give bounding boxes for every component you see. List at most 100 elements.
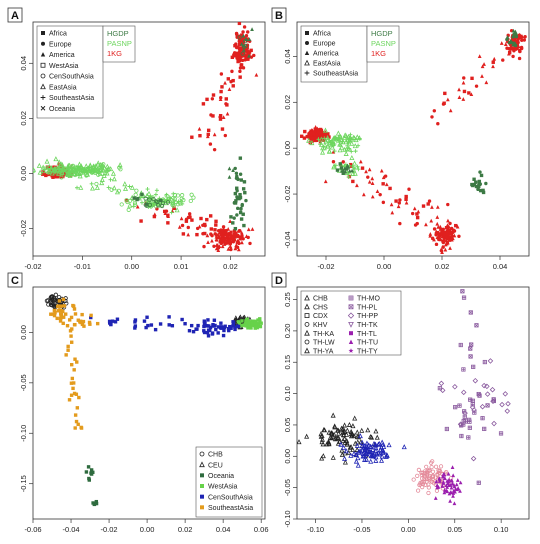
data-point bbox=[239, 207, 243, 211]
data-point bbox=[84, 470, 89, 474]
data-point bbox=[79, 320, 83, 325]
data-point bbox=[352, 160, 358, 166]
data-point bbox=[321, 426, 327, 433]
data-point bbox=[420, 476, 425, 481]
data-point bbox=[469, 92, 474, 97]
y-tick-label: -0.05 bbox=[19, 374, 28, 391]
data-point bbox=[220, 228, 224, 233]
data-point bbox=[160, 200, 166, 205]
data-point bbox=[53, 156, 59, 162]
data-point bbox=[56, 165, 62, 171]
data-point bbox=[429, 479, 434, 484]
legend-marker bbox=[200, 505, 204, 510]
legend-marker bbox=[40, 105, 46, 111]
data-point bbox=[432, 237, 436, 242]
legend-label: America bbox=[313, 51, 339, 58]
data-point bbox=[59, 313, 63, 317]
data-point bbox=[484, 383, 490, 390]
data-point bbox=[381, 182, 385, 186]
data-point bbox=[236, 176, 241, 181]
data-point bbox=[388, 186, 392, 191]
data-point bbox=[444, 469, 449, 475]
data-point bbox=[247, 37, 252, 42]
data-point bbox=[427, 199, 432, 203]
data-point bbox=[411, 477, 416, 482]
data-point bbox=[224, 97, 228, 101]
panel-label: B bbox=[271, 7, 287, 23]
legend-label: 1KG bbox=[371, 49, 386, 58]
legend-label: PASNP bbox=[371, 39, 396, 48]
data-point bbox=[188, 198, 193, 204]
data-point bbox=[354, 446, 360, 452]
data-point bbox=[206, 334, 211, 338]
data-point bbox=[237, 196, 241, 201]
data-point bbox=[245, 37, 250, 41]
data-point bbox=[379, 447, 385, 453]
legend-label: America bbox=[49, 52, 75, 59]
data-point bbox=[360, 450, 366, 457]
data-point bbox=[232, 216, 236, 220]
data-point bbox=[51, 174, 55, 179]
data-point bbox=[477, 54, 482, 58]
data-point bbox=[484, 391, 491, 397]
data-point bbox=[41, 168, 47, 174]
x-tick-label: 0.01 bbox=[174, 262, 189, 271]
data-point bbox=[189, 323, 194, 328]
data-point bbox=[179, 216, 184, 221]
data-point bbox=[511, 28, 516, 33]
data-points bbox=[44, 292, 263, 507]
axis-ticks: -0.10 -0.05 0.00 0.05 0.10 -0.10 -0.05 0.00 0.05… bbox=[283, 292, 508, 534]
data-point bbox=[214, 223, 218, 227]
data-point bbox=[349, 154, 355, 161]
data-point bbox=[99, 180, 105, 186]
data-point bbox=[319, 455, 325, 461]
data-point bbox=[467, 419, 472, 424]
data-point bbox=[520, 38, 524, 42]
data-point bbox=[356, 449, 362, 455]
data-point bbox=[481, 382, 487, 389]
data-point bbox=[72, 368, 76, 372]
x-tick-label: 0.05 bbox=[447, 525, 462, 534]
data-point bbox=[360, 166, 365, 170]
data-point bbox=[446, 218, 450, 223]
data-point bbox=[336, 430, 342, 436]
data-point bbox=[461, 80, 466, 85]
data-point bbox=[240, 240, 244, 245]
data-point bbox=[518, 49, 522, 54]
data-point bbox=[239, 217, 244, 221]
data-point bbox=[205, 134, 210, 139]
data-point bbox=[205, 97, 209, 102]
legend-marker bbox=[348, 295, 354, 301]
data-point bbox=[343, 133, 349, 139]
data-point bbox=[114, 189, 120, 195]
panel-label-box bbox=[7, 7, 23, 23]
data-point bbox=[243, 190, 247, 195]
data-point bbox=[153, 192, 158, 197]
data-point bbox=[449, 490, 453, 494]
data-point bbox=[453, 489, 457, 494]
data-point bbox=[189, 192, 194, 197]
data-point bbox=[407, 187, 411, 191]
data-point bbox=[206, 318, 210, 322]
data-point bbox=[147, 197, 152, 202]
data-point bbox=[133, 202, 138, 207]
data-point bbox=[336, 435, 342, 441]
data-point bbox=[344, 437, 350, 443]
data-point bbox=[432, 109, 437, 113]
data-point bbox=[212, 244, 216, 249]
legend-label: Africa bbox=[313, 31, 331, 38]
data-point bbox=[237, 241, 241, 246]
data-point bbox=[462, 89, 467, 94]
data-point bbox=[68, 329, 73, 333]
data-point bbox=[491, 420, 497, 427]
data-point bbox=[212, 132, 217, 137]
data-point bbox=[72, 304, 76, 308]
data-point bbox=[461, 97, 466, 101]
data-point bbox=[314, 129, 319, 134]
data-point bbox=[458, 342, 463, 348]
data-point bbox=[235, 186, 239, 190]
legend-marker bbox=[199, 461, 205, 468]
panel-label-text: C bbox=[11, 275, 19, 287]
population-legend: Africa Europe America WestAsia CenSouthAsia E… bbox=[36, 25, 104, 119]
x-tick-label: -0.02 bbox=[317, 262, 334, 271]
